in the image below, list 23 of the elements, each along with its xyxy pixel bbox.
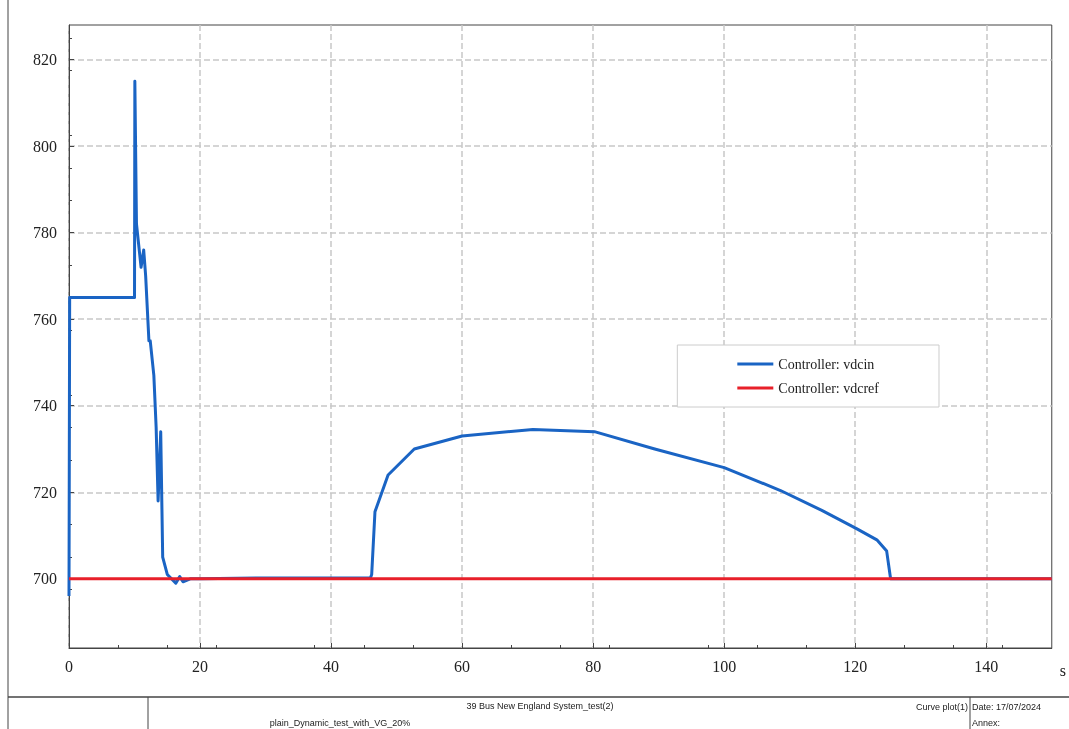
text: Date: 17/07/2024	[972, 701, 1042, 712]
x-tick-label: 80	[585, 657, 602, 675]
x-tick-label: 140	[974, 657, 999, 675]
legend-label: Controller: vdcin	[778, 356, 875, 372]
y-tick-label: 740	[33, 397, 57, 415]
x-tick-label: 120	[843, 657, 868, 675]
x-tick-label: 0	[65, 657, 73, 675]
y-tick-label: 700	[33, 570, 57, 588]
y-tick-label: 780	[33, 224, 57, 242]
x-tick-label: 40	[323, 657, 340, 675]
x-tick-label: 60	[454, 657, 471, 675]
y-tick-label: 800	[33, 137, 57, 155]
y-tick-label: 760	[33, 310, 57, 328]
x-axis-title: s	[1059, 661, 1067, 679]
x-tick-label: 100	[712, 657, 737, 675]
text: plain_Dynamic_test_with_VG_20%	[269, 717, 411, 728]
legend-label: Controller: vdcref	[778, 380, 880, 396]
text: Curve plot(1)	[915, 701, 968, 712]
text: Annex:	[972, 717, 1001, 728]
text: 39 Bus New England System_test(2)	[466, 700, 614, 711]
x-tick-label: 20	[192, 657, 209, 675]
y-tick-label: 820	[33, 51, 57, 69]
y-tick-label: 720	[33, 483, 57, 501]
